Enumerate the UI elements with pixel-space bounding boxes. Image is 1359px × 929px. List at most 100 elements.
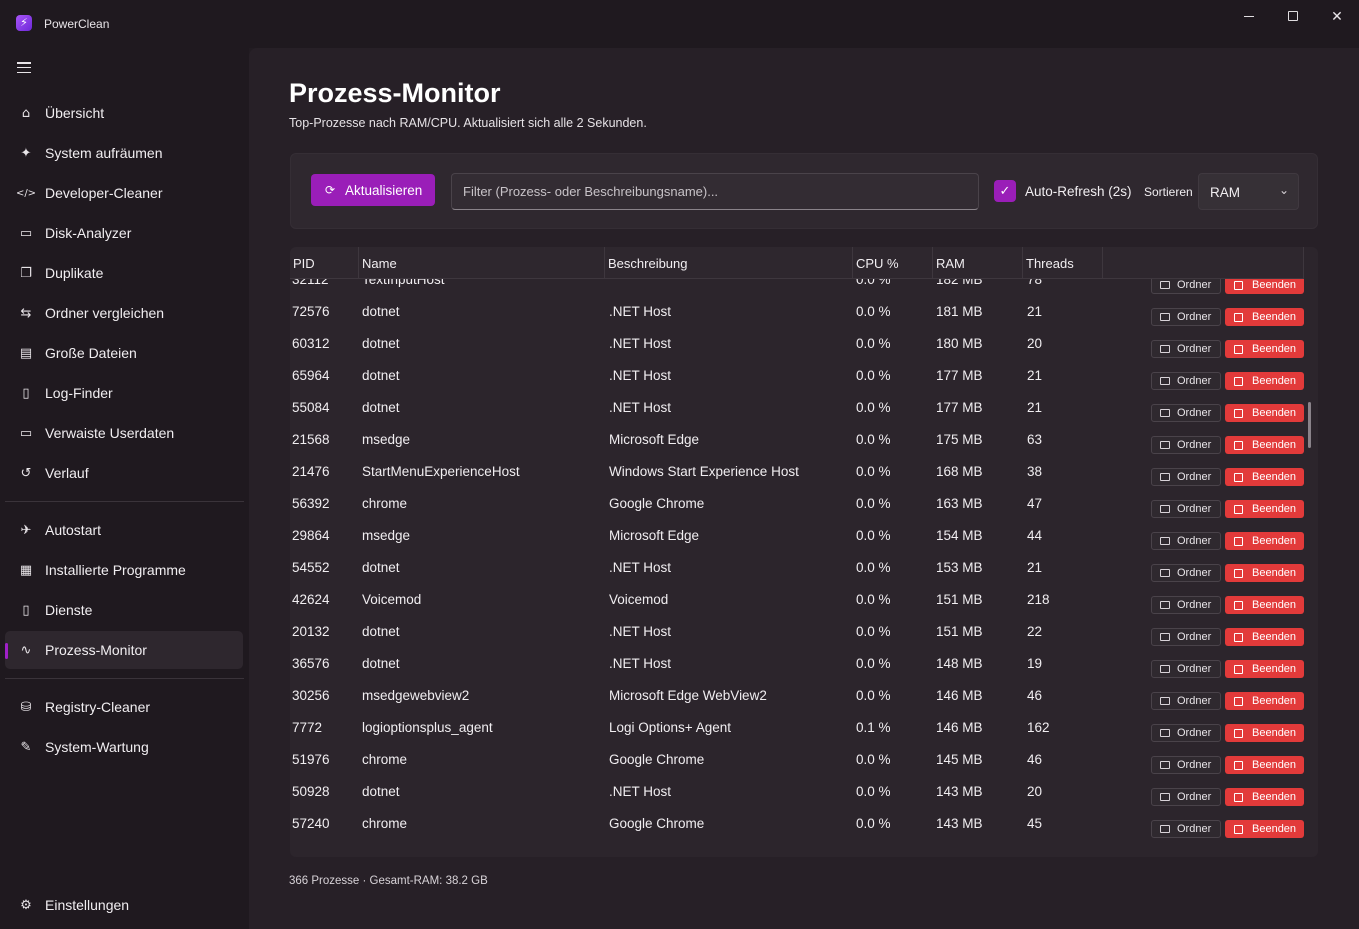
column-header-threads[interactable]: Threads — [1023, 247, 1103, 279]
kill-process-button[interactable]: Beenden — [1225, 660, 1304, 678]
table-row[interactable]: 29864 msedge Microsoft Edge 0.0 % 154 MB 44 Or… — [290, 525, 1304, 557]
kill-process-button[interactable]: Beenden — [1225, 372, 1304, 390]
sidebar-item-einstellungen[interactable]: ⚙ Einstellungen — [5, 886, 243, 924]
menu-toggle-icon[interactable] — [17, 62, 31, 73]
home-icon: ⌂ — [21, 105, 31, 121]
open-folder-button[interactable]: Ordner — [1151, 436, 1221, 454]
kill-process-button[interactable]: Beenden — [1225, 628, 1304, 646]
table-row[interactable]: 51976 chrome Google Chrome 0.0 % 145 MB 46 Ord… — [290, 749, 1304, 781]
table-row[interactable]: 55084 dotnet .NET Host 0.0 % 177 MB 21 Ordner B… — [290, 397, 1304, 429]
sidebar-item-installierte-programme[interactable]: ▦ Installierte Programme — [5, 551, 243, 589]
cell-name: chrome — [362, 752, 408, 767]
sidebar-item-dienste[interactable]: ▯ Dienste — [5, 591, 243, 629]
kill-process-button[interactable]: Beenden — [1225, 724, 1304, 742]
column-header-ram[interactable]: RAM — [933, 247, 1023, 279]
table-row[interactable]: 20132 dotnet .NET Host 0.0 % 151 MB 22 Ordner B… — [290, 621, 1304, 653]
sidebar-item-log-finder[interactable]: ▯ Log-Finder — [5, 374, 243, 412]
table-row[interactable]: 36576 dotnet .NET Host 0.0 % 148 MB 19 Ordner B… — [290, 653, 1304, 685]
open-folder-button[interactable]: Ordner — [1151, 532, 1221, 550]
open-folder-button[interactable]: Ordner — [1151, 372, 1221, 390]
table-row[interactable]: 30256 msedgewebview2 Microsoft Edge WebVie… — [290, 685, 1304, 717]
kill-process-button[interactable]: Beenden — [1225, 340, 1304, 358]
kill-process-button[interactable]: Beenden — [1225, 532, 1304, 550]
table-row[interactable]: 42624 Voicemod Voicemod 0.0 % 151 MB 218 Ordne… — [290, 589, 1304, 621]
sidebar-item-system-wartung[interactable]: ✎ System-Wartung — [5, 728, 243, 766]
open-folder-button[interactable]: Ordner — [1151, 660, 1221, 678]
auto-refresh-checkbox[interactable]: ✓ — [994, 180, 1016, 202]
kill-process-button[interactable]: Beenden — [1225, 564, 1304, 582]
open-folder-button[interactable]: Ordner — [1151, 692, 1221, 710]
table-row[interactable]: 72576 dotnet .NET Host 0.0 % 181 MB 21 Ordner B… — [290, 301, 1304, 333]
kill-process-label: Beenden — [1252, 535, 1297, 547]
kill-process-button[interactable]: Beenden — [1225, 436, 1304, 454]
sidebar-item-ordner-vergleichen[interactable]: ⇆ Ordner vergleichen — [5, 294, 243, 332]
column-header-name[interactable]: Name — [359, 247, 605, 279]
folder-icon — [1160, 569, 1170, 577]
open-folder-button[interactable]: Ordner — [1151, 788, 1221, 806]
kill-process-label: Beenden — [1252, 567, 1297, 579]
table-row[interactable]: 32112 TextInputHost 0.0 % 182 MB 78 Ordner Bee… — [290, 279, 1304, 301]
kill-process-button[interactable]: Beenden — [1225, 820, 1304, 838]
table-row[interactable]: 50928 dotnet .NET Host 0.0 % 143 MB 20 Ordner B… — [290, 781, 1304, 813]
sidebar-item-verwaiste-userdaten[interactable]: ▭ Verwaiste Userdaten — [5, 414, 243, 452]
open-folder-button[interactable]: Ordner — [1151, 340, 1221, 358]
open-folder-button[interactable]: Ordner — [1151, 820, 1221, 838]
sidebar-item-disk-analyzer[interactable]: ▭ Disk-Analyzer — [5, 214, 243, 252]
sidebar-item-verlauf[interactable]: ↺ Verlauf — [5, 454, 243, 492]
sidebar-item-registry-cleaner[interactable]: ⛁ Registry-Cleaner — [5, 688, 243, 726]
close-button[interactable]: ✕ — [1314, 0, 1359, 32]
table-row[interactable]: 21476 StartMenuExperienceHost Windows Star… — [290, 461, 1304, 493]
kill-process-button[interactable]: Beenden — [1225, 788, 1304, 806]
kill-process-button[interactable]: Beenden — [1225, 308, 1304, 326]
table-scrollbar[interactable] — [1308, 402, 1311, 448]
sidebar-item-developer-cleaner[interactable]: </> Developer-Cleaner — [5, 174, 243, 212]
sidebar-item-system-aufraeumen[interactable]: ✦ System aufräumen — [5, 134, 243, 172]
table-row[interactable]: 57240 chrome Google Chrome 0.0 % 143 MB 45 Ord… — [290, 813, 1304, 845]
minimize-button[interactable] — [1226, 0, 1272, 32]
open-folder-button[interactable]: Ordner — [1151, 468, 1221, 486]
open-folder-button[interactable]: Ordner — [1151, 564, 1221, 582]
cell-ram: 182 MB — [936, 279, 983, 287]
kill-process-button[interactable]: Beenden — [1225, 596, 1304, 614]
document-icon: ▯ — [22, 385, 30, 401]
cell-ram: 163 MB — [936, 496, 983, 511]
open-folder-button[interactable]: Ordner — [1151, 628, 1221, 646]
kill-process-label: Beenden — [1252, 407, 1297, 419]
sidebar-item-prozess-monitor[interactable]: ∿ Prozess-Monitor — [5, 631, 243, 669]
stop-icon — [1234, 312, 1243, 322]
kill-process-button[interactable]: Beenden — [1225, 468, 1304, 486]
table-row[interactable]: 56392 chrome Google Chrome 0.0 % 163 MB 47 Ord… — [290, 493, 1304, 525]
auto-refresh-label[interactable]: Auto-Refresh (2s) — [1025, 184, 1132, 199]
kill-process-button[interactable]: Beenden — [1225, 756, 1304, 774]
column-header-description[interactable]: Beschreibung — [605, 247, 853, 279]
open-folder-button[interactable]: Ordner — [1151, 500, 1221, 518]
column-header-cpu[interactable]: CPU % — [853, 247, 933, 279]
sidebar-item-autostart[interactable]: ✈ Autostart — [5, 511, 243, 549]
sort-label: Sortieren — [1144, 185, 1193, 199]
kill-process-button[interactable]: Beenden — [1225, 500, 1304, 518]
sidebar-item-uebersicht[interactable]: ⌂ Übersicht — [5, 94, 243, 132]
sidebar-item-grosse-dateien[interactable]: ▤ Große Dateien — [5, 334, 243, 372]
open-folder-button[interactable]: Ordner — [1151, 279, 1221, 294]
kill-process-button[interactable]: Beenden — [1225, 692, 1304, 710]
refresh-button[interactable]: ⟳ Aktualisieren — [311, 174, 435, 206]
open-folder-button[interactable]: Ordner — [1151, 308, 1221, 326]
sidebar-item-duplikate[interactable]: ❐ Duplikate — [5, 254, 243, 292]
open-folder-button[interactable]: Ordner — [1151, 404, 1221, 422]
column-header-actions — [1103, 247, 1304, 279]
table-row[interactable]: 65964 dotnet .NET Host 0.0 % 177 MB 21 Ordner B… — [290, 365, 1304, 397]
table-row[interactable]: 60312 dotnet .NET Host 0.0 % 180 MB 20 Ordner B… — [290, 333, 1304, 365]
filter-input[interactable] — [451, 173, 979, 210]
open-folder-button[interactable]: Ordner — [1151, 596, 1221, 614]
table-row[interactable]: 7772 logioptionsplus_agent Logi Options+ A… — [290, 717, 1304, 749]
open-folder-label: Ordner — [1177, 823, 1212, 835]
open-folder-button[interactable]: Ordner — [1151, 724, 1221, 742]
table-row[interactable]: 54552 dotnet .NET Host 0.0 % 153 MB 21 Ordner B… — [290, 557, 1304, 589]
open-folder-button[interactable]: Ordner — [1151, 756, 1221, 774]
column-header-pid[interactable]: PID — [290, 247, 359, 279]
maximize-button[interactable] — [1270, 0, 1316, 32]
sort-select[interactable]: RAM ⌄ — [1198, 173, 1299, 210]
kill-process-button[interactable]: Beenden — [1225, 404, 1304, 422]
table-row[interactable]: 21568 msedge Microsoft Edge 0.0 % 175 MB 63 Or… — [290, 429, 1304, 461]
kill-process-button[interactable]: Beenden — [1225, 279, 1304, 294]
